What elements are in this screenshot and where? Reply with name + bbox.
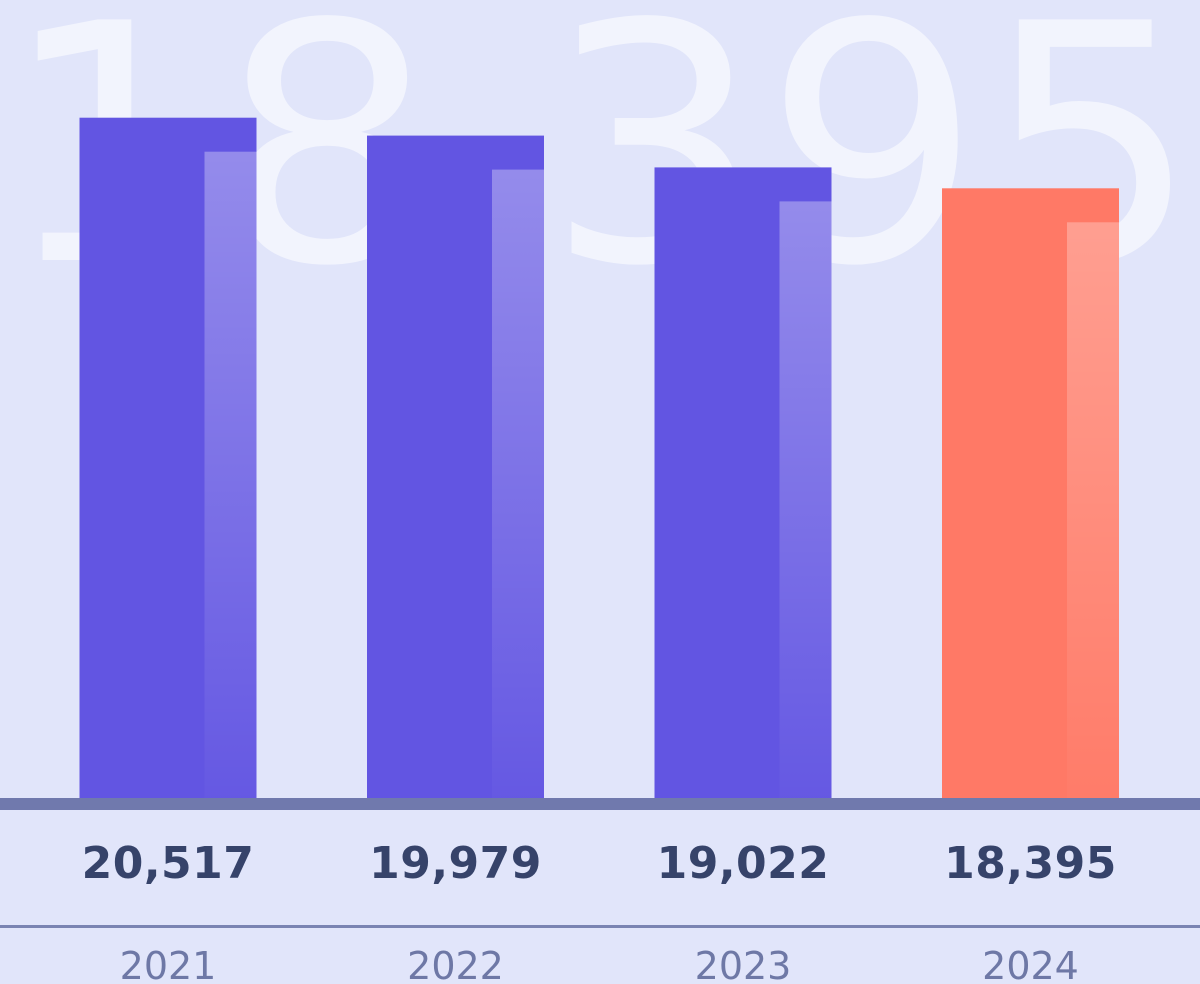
category-label-2023: 2023 xyxy=(694,944,792,984)
value-label-2022: 19,979 xyxy=(369,838,542,889)
value-label-2021: 20,517 xyxy=(81,838,255,889)
value-label-2023: 19,022 xyxy=(656,838,830,889)
bar-highlight-stripe-2022 xyxy=(492,169,544,801)
x-axis-baseline xyxy=(0,798,1200,810)
bar-highlight-stripe-2023 xyxy=(779,201,832,800)
divider-line xyxy=(0,925,1200,928)
category-label-2024: 2024 xyxy=(982,944,1079,984)
bar-highlight-stripe-2024 xyxy=(1067,222,1119,801)
bar-group xyxy=(79,117,1119,801)
value-label-2024: 18,395 xyxy=(944,838,1117,889)
category-label-2021: 2021 xyxy=(119,944,217,984)
bar-highlight-stripe-2021 xyxy=(204,151,257,800)
category-label-2022: 2022 xyxy=(407,944,504,984)
